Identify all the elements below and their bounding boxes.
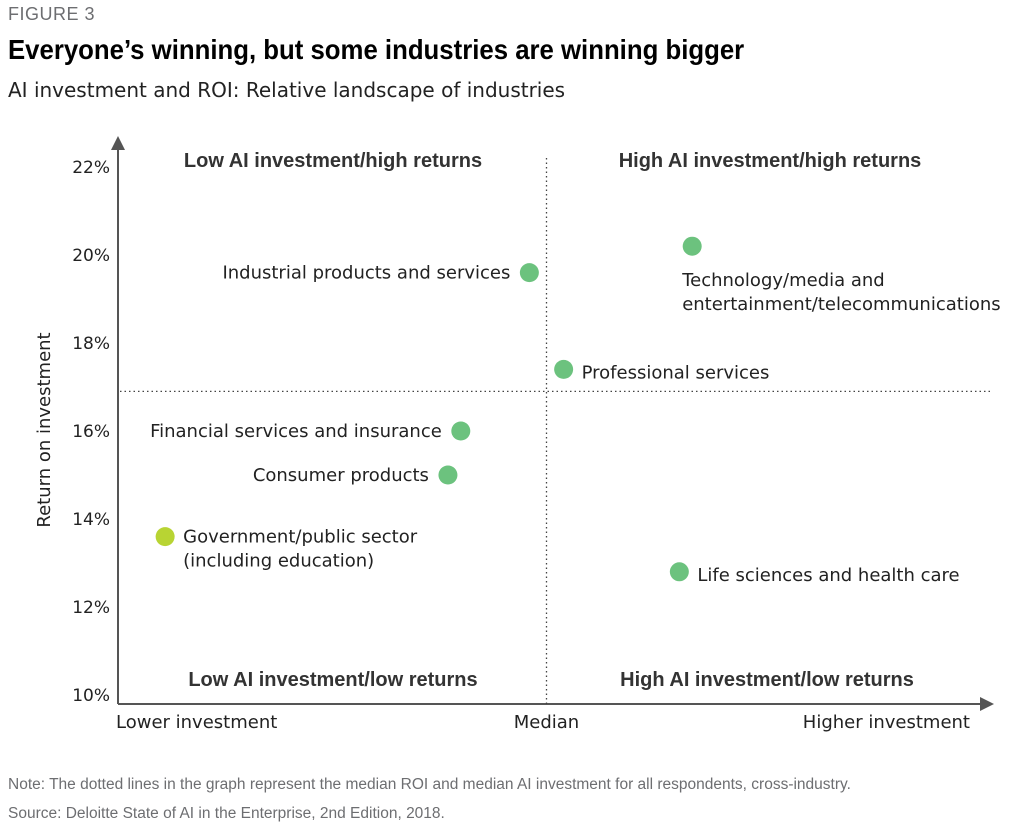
y-tick-label: 12%: [72, 598, 110, 618]
data-point-label: Consumer products: [253, 465, 429, 486]
data-point-label: Professional services: [582, 362, 770, 383]
y-axis-title: Return on investment: [34, 332, 55, 527]
x-tick-label: Lower investment: [116, 712, 277, 733]
x-tick-label: Median: [514, 712, 579, 733]
data-point: [669, 562, 689, 582]
data-point: [451, 421, 471, 441]
quadrant-label-bottom-right: High AI investment/low returns: [620, 669, 914, 691]
chart-subtitle: AI investment and ROI: Relative landscap…: [8, 78, 566, 102]
quadrant-label-top-left: Low AI investment/high returns: [184, 150, 482, 172]
y-tick-label: 14%: [72, 510, 110, 530]
x-axis-arrow: [980, 697, 994, 711]
data-point: [519, 263, 539, 283]
data-point: [554, 359, 574, 379]
figure-label: FIGURE 3: [8, 4, 96, 24]
chart-source: Source: Deloitte State of AI in the Ente…: [8, 805, 445, 822]
data-point-label: Financial services and insurance: [150, 421, 442, 442]
y-tick-label: 16%: [72, 422, 110, 442]
y-tick-label: 22%: [72, 158, 110, 178]
x-tick-label: Higher investment: [803, 712, 970, 733]
scatter-chart: 10% 12% 14% 16% 18% 20% 22% Return on investmen…: [34, 136, 1001, 733]
data-point: [155, 527, 175, 547]
quadrant-label-top-right: High AI investment/high returns: [619, 150, 922, 172]
y-axis-arrow: [111, 136, 125, 150]
data-point: [682, 236, 702, 256]
chart-title: Everyone’s winning, but some industries …: [8, 34, 745, 65]
chart-note: Note: The dotted lines in the graph repr…: [8, 776, 851, 793]
y-tick-label: 10%: [72, 686, 110, 706]
data-point: [438, 465, 458, 485]
data-point-label: Industrial products and services: [222, 263, 510, 284]
y-tick-label: 20%: [72, 246, 110, 266]
data-point-label: Life sciences and health care: [697, 565, 959, 586]
data-point-label: Government/public sector: [183, 527, 418, 548]
data-point-label: Technology/media and: [681, 270, 885, 291]
quadrant-label-bottom-left: Low AI investment/low returns: [188, 669, 477, 691]
y-tick-label: 18%: [72, 334, 110, 354]
data-point-label: entertainment/telecommunications: [682, 294, 1000, 315]
data-point-label: (including education): [183, 551, 374, 572]
